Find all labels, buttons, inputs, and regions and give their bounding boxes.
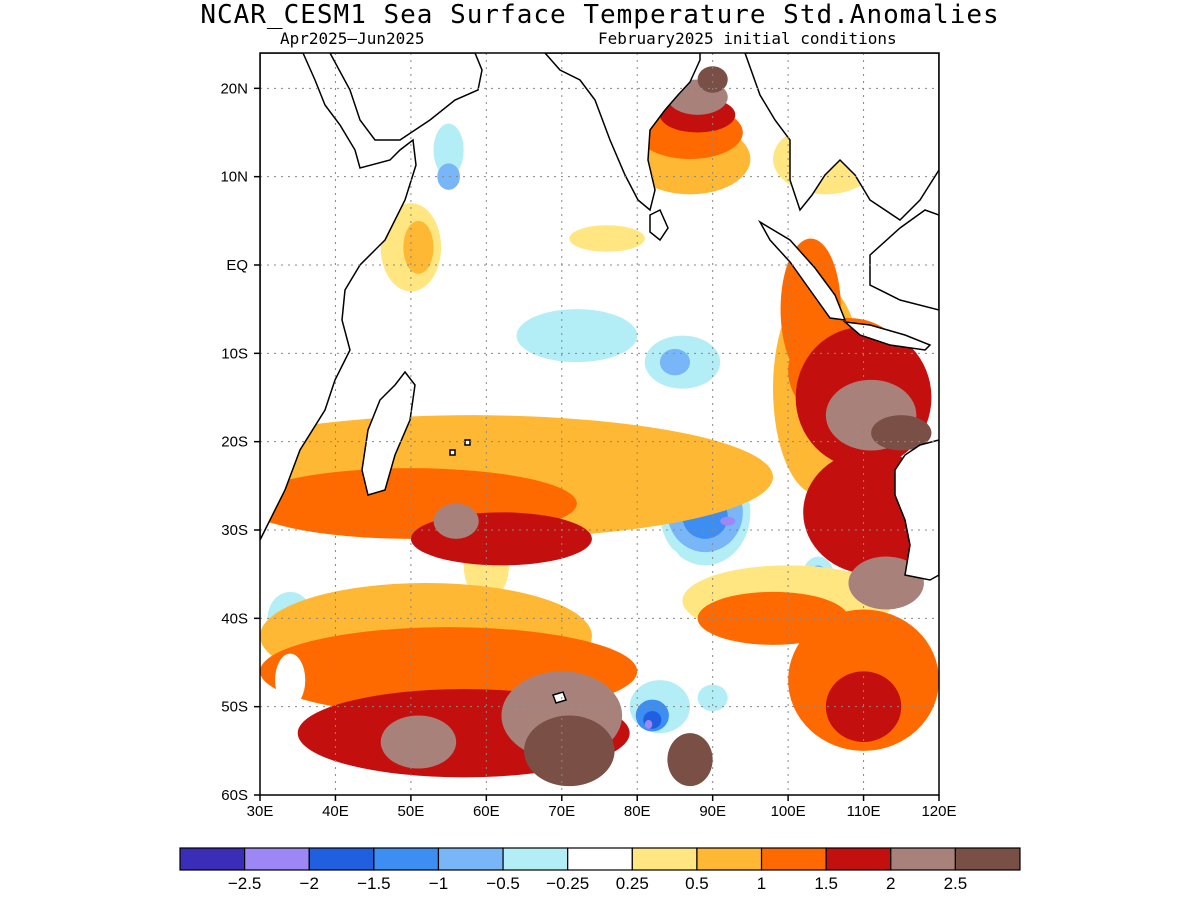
anomaly-region-49: [871, 415, 932, 451]
anomaly-region-1: [516, 309, 638, 363]
colorbar-swatch: [760, 847, 827, 871]
colorbar-label: 2: [886, 874, 895, 893]
borneo-landmass: [869, 209, 939, 311]
lon-tick-label: 90E: [699, 803, 726, 820]
longitude-axis: 30E 40E 50E 60E 70E 80E 90E 100E 110E 120E: [247, 795, 957, 820]
colorbar-swatch: [308, 847, 375, 871]
colorbar-label: 0.5: [685, 874, 709, 893]
lat-tick-label: 20S: [221, 434, 248, 451]
lat-tick-label: 30S: [221, 522, 248, 539]
lon-tick-label: 40E: [322, 803, 349, 820]
anomaly-region-52: [275, 653, 306, 707]
colorbar-label: −2.5: [228, 874, 262, 893]
indochina-landmass: [744, 53, 939, 221]
lon-tick-label: 80E: [624, 803, 651, 820]
lat-tick-label: 10S: [221, 345, 248, 362]
madagascar-landmass: [361, 370, 416, 496]
lat-tick-label: 40S: [221, 610, 248, 627]
mauritius-island: [464, 439, 471, 446]
colorbar-swatch: [631, 847, 698, 871]
colorbar-swatch: [890, 847, 956, 871]
india-landmass: [543, 53, 701, 212]
colorbar-swatch: [244, 847, 310, 871]
java-landmass: [842, 320, 932, 351]
forecast-period: Apr2025–Jun2025: [280, 29, 425, 48]
australia-landmass: [894, 439, 939, 581]
colorbar-swatch: [502, 847, 569, 871]
colorbar-label: 1: [757, 874, 766, 893]
lon-tick-label: 50E: [398, 803, 425, 820]
anomaly-region-45: [848, 556, 924, 610]
colorbar-label: −0.5: [486, 874, 520, 893]
anomaly-region-3: [437, 163, 460, 190]
lon-tick-label: 60E: [473, 803, 500, 820]
lat-tick-label: 10N: [220, 169, 248, 186]
colorbar-swatch: [179, 847, 246, 871]
colorbar-swatch: [825, 847, 892, 871]
africa-landmass: [260, 53, 417, 541]
colorbar-swatch: [954, 847, 1021, 871]
anomaly-region-9: [720, 516, 736, 526]
colorbar-swatch: [437, 847, 504, 871]
lon-tick-label: 70E: [548, 803, 575, 820]
colorbar-swatch: [696, 847, 763, 871]
anomaly-region-47: [380, 715, 457, 769]
lon-tick-label: 30E: [247, 803, 274, 820]
sri-lanka-landmass: [649, 208, 669, 242]
latitude-axis: 20N 10N EQ 10S 20S 30S 40S 50S 60S: [220, 80, 260, 804]
lat-tick-label: 20N: [220, 80, 248, 97]
plot-frame: [259, 52, 940, 796]
colorbar-swatch: [373, 847, 440, 871]
colorbar-label: −2: [300, 874, 319, 893]
reunion-island: [449, 449, 456, 456]
initial-conditions: February2025 initial conditions: [598, 29, 897, 48]
anomaly-region-2: [433, 123, 464, 177]
anomaly-region-25: [569, 225, 645, 252]
lat-tick-label: EQ: [226, 257, 248, 274]
anomaly-region-27: [403, 220, 434, 274]
lon-tick-label: 100E: [771, 803, 806, 820]
colorbar-label: 2.5: [944, 874, 968, 893]
lat-tick-label: 60S: [221, 787, 248, 804]
colorbar-label: −0.25: [546, 874, 589, 893]
map-plot-area: [260, 53, 939, 795]
anomaly-region-50: [524, 715, 615, 787]
anomaly-region-51: [667, 733, 713, 787]
lat-tick-label: 50S: [221, 699, 248, 716]
lon-tick-label: 120E: [921, 803, 956, 820]
colorbar-swatch: [567, 847, 633, 871]
sumatra-landmass: [757, 219, 847, 321]
anomaly-region-5: [659, 348, 691, 376]
colorbar-labels: −2.5 −2 −1.5 −1 −0.5 −0.25 0.25 0.5 1 1.5 2 2.5: [228, 874, 967, 893]
anomaly-region-46: [433, 503, 479, 539]
colorbar-label: −1: [429, 874, 448, 893]
colorbar-label: −1.5: [357, 874, 391, 893]
gridlines: [260, 53, 939, 795]
colorbar-label: 0.25: [616, 874, 649, 893]
kerguelen-island: [552, 691, 567, 704]
anomaly-region-17: [644, 719, 653, 729]
land-masses: [260, 53, 939, 704]
anomaly-region-0: [380, 123, 713, 442]
colorbar: [179, 847, 1021, 871]
colorbar-label: 1.5: [814, 874, 838, 893]
lon-tick-label: 110E: [847, 803, 881, 820]
arabia-landmass: [329, 53, 483, 141]
map-title: NCAR_CESM1 Sea Surface Temperature Std.A…: [200, 0, 1000, 30]
anomaly-region-24: [697, 66, 728, 93]
